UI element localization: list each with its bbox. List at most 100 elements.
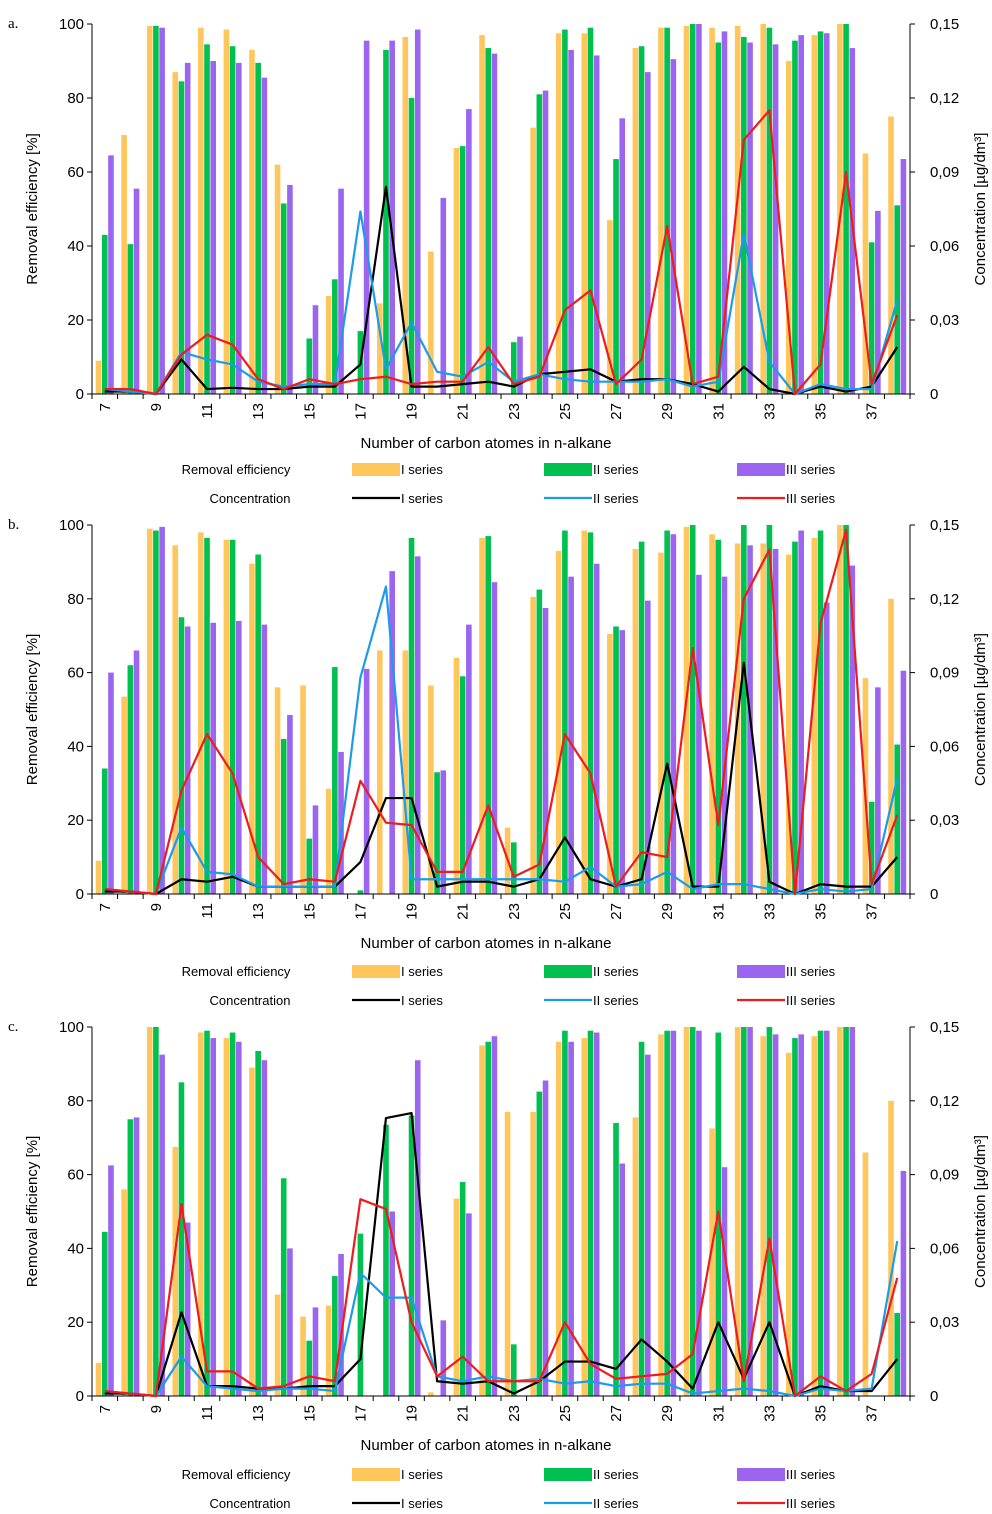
bar-series-3-c33 [772,1034,779,1396]
bar-series-2-c16 [332,667,338,894]
bar-series-2-c24 [536,94,543,395]
y-tick-label: 80 [67,90,84,107]
bar-series-1-c31 [709,27,715,394]
bar-series-2-c24 [536,589,543,894]
y-tick-label: 60 [67,1167,84,1184]
bar-series-2-c15 [306,1340,313,1396]
y2-tick-label: 0,03 [930,1314,959,1331]
bar-series-3-c21 [466,1213,472,1396]
bar-series-3-c33 [772,548,779,894]
bar-series-2-c7 [101,1231,108,1396]
x-tick-label: 37 [864,1405,881,1422]
bar-series-3-c9 [159,27,165,394]
legend: Removal efficiency Concentration I series I… [182,462,836,506]
bar-series-1-c24 [530,1111,536,1396]
bar-series-1-c11 [198,532,204,894]
bar-series-3-c37 [875,210,881,394]
bar-series-1-c22 [479,537,485,894]
legend-series-name: II series [593,1467,639,1482]
y2-tick-label: 0,03 [930,312,959,329]
x-tick-label: 25 [557,903,574,920]
bar-series-3-c38 [900,1170,907,1396]
bar-series-2-c16 [332,1276,338,1396]
bar-series-1-c25 [555,550,562,894]
bar-series-2-c33 [766,525,773,894]
bar-series-2-c13 [255,554,261,894]
bar-series-2-c23 [510,342,517,394]
bar-series-3-c32 [747,42,753,394]
x-tick-label: 31 [710,1405,727,1422]
x-tick-label: 19 [404,903,421,920]
bar-series-3-c37 [875,687,881,894]
bar-series-2-c9 [153,25,159,394]
y-tick-label: 0 [76,886,84,903]
x-tick-label: 35 [813,1405,830,1422]
bar-series-3-c20 [440,1320,447,1396]
bar-series-2-c10 [178,81,185,394]
y-tick-label: 40 [67,738,84,755]
bar-series-2-c10 [178,617,185,894]
x-tick-label: 19 [404,403,421,420]
bar-series-1-c28 [632,48,639,395]
legend-row-title: Removal efficiency [182,964,291,979]
legend-bar-swatch [352,463,400,476]
bar-series-3-c14 [287,184,293,394]
bar-series-2-c34 [792,1038,798,1396]
bar-series-1-c13 [249,1067,255,1396]
bar-series-3-c9 [159,526,165,894]
bar-series-2-c29 [664,27,670,394]
legend-bar-swatch [737,965,785,978]
bar-series-1-c33 [760,1036,767,1396]
bar-series-1-c26 [581,530,588,894]
x-tick-label: 21 [455,903,472,920]
bar-series-2-c25 [562,29,568,395]
y2-tick-label: 0,12 [930,591,959,608]
bar-series-1-c9 [146,1027,153,1396]
bar-series-3-c12 [235,1041,242,1396]
bar-series-1-c26 [581,33,588,394]
bar-series-2-c28 [638,46,645,394]
bar-series-3-c26 [593,563,600,894]
bar-series-1-c18 [376,650,383,894]
bar-series-3-c20 [440,770,447,894]
y2-axis-title: Concentration [µg/dm³] [972,133,989,286]
bar-series-1-c38 [888,1100,894,1396]
line-series-3 [104,528,899,896]
bar-series-3-c29 [670,1030,677,1396]
bar-series-2-c23 [510,842,517,894]
bar-series-2-c35 [817,530,824,894]
bar-series-3-c18 [389,40,395,395]
bar-series-3-c26 [593,1032,600,1396]
bar-series-1-c13 [249,563,255,894]
chart-panel-b: b. 0 20 40 60 80 100 0 0,03 0,06 0,09 0,12 0,15 7 9 11 1… [8,517,989,1008]
bar-series-1-c21 [453,1198,460,1396]
bar-series-1-c22 [479,35,485,394]
bar-series-3-c19 [414,1060,421,1396]
y-tick-label: 80 [67,591,84,608]
bar-series-1-c14 [274,1294,281,1396]
bar-series-3-c8 [133,1117,140,1396]
bar-series-1-c19 [402,650,409,894]
y2-tick-label: 0 [930,1388,938,1405]
bar-series-2-c36 [843,24,849,394]
x-axis-title: Number of carbon atomes in n-alkane [361,435,612,452]
bar-series-3-c31 [721,1167,728,1396]
bar-series-2-c22 [485,48,492,395]
legend-series-name: I series [401,993,443,1008]
bar-series-1-c20 [428,685,434,894]
bar-series-1-c8 [121,1189,127,1396]
bar-series-1-c7 [95,860,102,894]
bar-series-3-c11 [210,1038,217,1396]
bar-series-3-c36 [849,565,856,894]
bar-series-2-c29 [664,1030,670,1396]
y2-tick-label: 0,12 [930,1093,959,1110]
y-tick-label: 20 [67,812,84,829]
line-series-1 [104,185,899,396]
bar-series-1-c36 [837,1027,843,1396]
bar-series-3-c31 [721,31,728,395]
bar-series-1-c13 [249,49,255,395]
x-tick-label: 17 [352,903,369,920]
bar-series-2-c15 [306,838,313,894]
bar-series-1-c8 [121,696,127,894]
